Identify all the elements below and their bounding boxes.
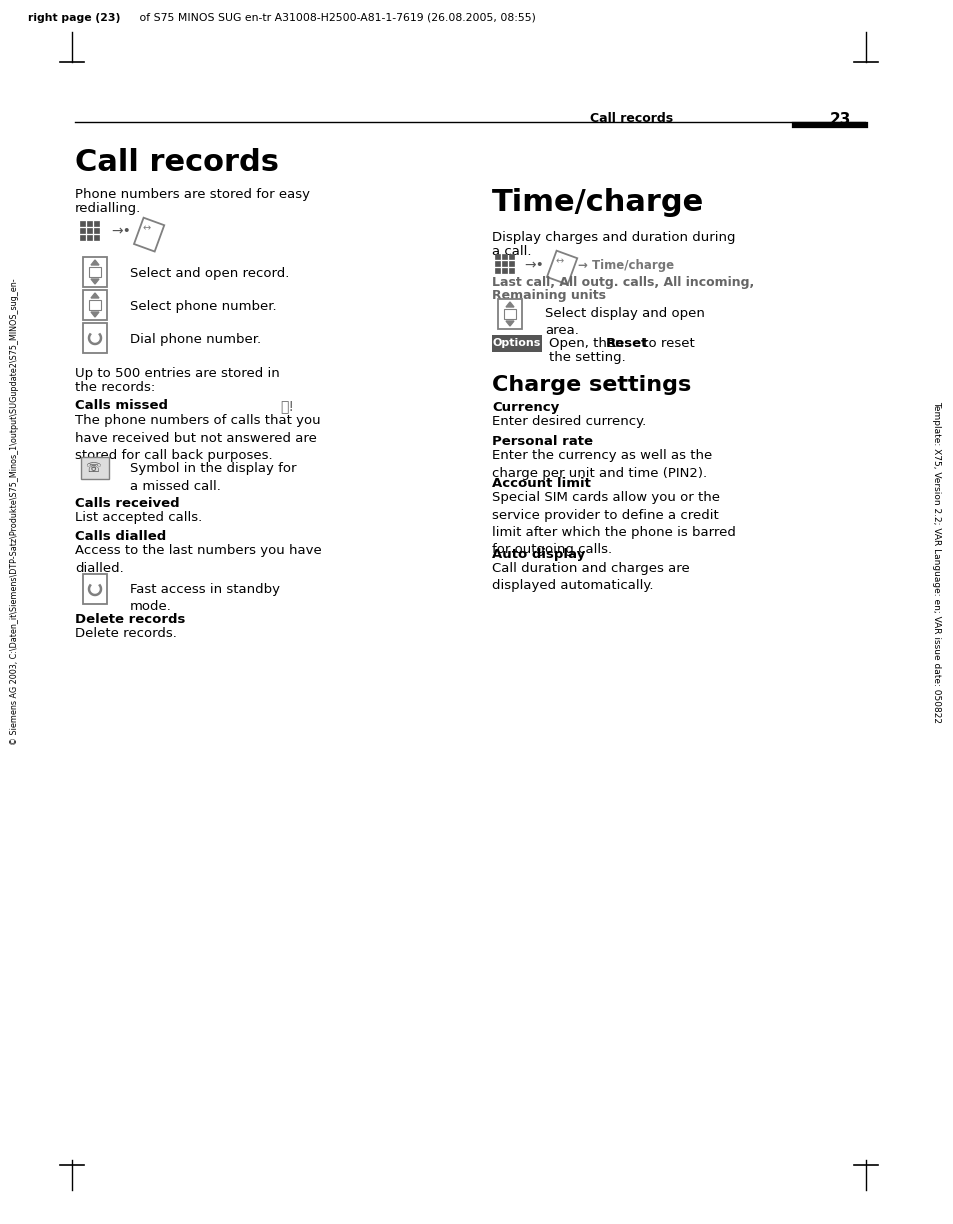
Text: Fast access in standby
mode.: Fast access in standby mode. bbox=[130, 583, 280, 613]
Polygon shape bbox=[91, 259, 99, 266]
Text: Access to the last numbers you have
dialled.: Access to the last numbers you have dial… bbox=[75, 543, 321, 574]
Text: a call.: a call. bbox=[492, 245, 531, 258]
Text: Call records: Call records bbox=[589, 113, 673, 125]
Text: List accepted calls.: List accepted calls. bbox=[75, 510, 202, 524]
Bar bbox=[83, 323, 107, 353]
Text: Up to 500 entries are stored in: Up to 500 entries are stored in bbox=[75, 367, 279, 379]
Bar bbox=[80, 235, 86, 240]
Bar bbox=[80, 220, 86, 225]
Text: Account limit: Account limit bbox=[492, 477, 590, 490]
Polygon shape bbox=[505, 321, 514, 326]
Bar bbox=[83, 574, 107, 603]
Text: ⧆!: ⧆! bbox=[280, 399, 294, 412]
Text: Open, then: Open, then bbox=[548, 337, 627, 350]
Polygon shape bbox=[505, 302, 514, 307]
Bar bbox=[546, 251, 577, 284]
Text: © Siemens AG 2003, C:\Daten_it\Siemens\DTP-Satz\Produkte\S75_Minos_1\output\SUGu: © Siemens AG 2003, C:\Daten_it\Siemens\D… bbox=[10, 279, 19, 745]
Bar bbox=[503, 308, 516, 319]
Text: Special SIM cards allow you or the
service provider to define a credit
limit aft: Special SIM cards allow you or the servi… bbox=[492, 491, 735, 557]
Bar bbox=[495, 253, 500, 258]
Bar bbox=[89, 267, 101, 278]
Text: Reset: Reset bbox=[605, 337, 648, 350]
Text: Dial phone number.: Dial phone number. bbox=[130, 333, 261, 346]
Bar bbox=[94, 228, 99, 233]
Text: → Time/charge: → Time/charge bbox=[578, 259, 674, 272]
Bar bbox=[509, 253, 514, 258]
Text: Phone numbers are stored for easy: Phone numbers are stored for easy bbox=[75, 188, 310, 201]
Text: Calls missed: Calls missed bbox=[75, 399, 168, 412]
Text: 23: 23 bbox=[829, 113, 850, 127]
Text: right page (23): right page (23) bbox=[28, 13, 120, 23]
Text: Currency: Currency bbox=[492, 401, 558, 414]
Text: Last call, All outg. calls, All incoming,: Last call, All outg. calls, All incoming… bbox=[492, 275, 754, 289]
Text: Select display and open
area.: Select display and open area. bbox=[544, 307, 704, 338]
Text: Remaining units: Remaining units bbox=[492, 289, 605, 302]
Text: Select phone number.: Select phone number. bbox=[130, 300, 276, 313]
Polygon shape bbox=[91, 293, 99, 297]
Text: Auto display: Auto display bbox=[492, 548, 584, 561]
Text: Call duration and charges are
displayed automatically.: Call duration and charges are displayed … bbox=[492, 562, 689, 592]
Text: to reset: to reset bbox=[639, 337, 694, 350]
Text: Enter the currency as well as the
charge per unit and time (PIN2).: Enter the currency as well as the charge… bbox=[492, 449, 712, 480]
Text: Delete records: Delete records bbox=[75, 613, 185, 625]
Text: ↔: ↔ bbox=[143, 223, 151, 233]
Bar bbox=[89, 300, 101, 310]
Text: →•: →• bbox=[523, 258, 543, 272]
Bar bbox=[88, 235, 92, 240]
Bar bbox=[502, 253, 507, 258]
Text: Display charges and duration during: Display charges and duration during bbox=[492, 231, 735, 244]
Bar bbox=[495, 268, 500, 273]
Polygon shape bbox=[91, 279, 99, 284]
Text: ↔: ↔ bbox=[556, 256, 563, 266]
Text: Calls dialled: Calls dialled bbox=[75, 530, 166, 543]
Bar bbox=[497, 299, 521, 329]
Bar bbox=[83, 257, 107, 286]
Bar bbox=[88, 228, 92, 233]
Text: The phone numbers of calls that you
have received but not answered are
stored fo: The phone numbers of calls that you have… bbox=[75, 414, 320, 461]
Bar bbox=[80, 228, 86, 233]
Bar bbox=[502, 261, 507, 266]
Text: Calls received: Calls received bbox=[75, 497, 179, 510]
Text: ☏: ☏ bbox=[85, 461, 101, 475]
Text: Call records: Call records bbox=[75, 148, 278, 177]
Text: Personal rate: Personal rate bbox=[492, 435, 593, 448]
Text: Delete records.: Delete records. bbox=[75, 627, 176, 640]
Bar bbox=[509, 268, 514, 273]
Text: Time/charge: Time/charge bbox=[492, 188, 703, 217]
Polygon shape bbox=[91, 312, 99, 317]
Text: the setting.: the setting. bbox=[548, 351, 625, 364]
Bar bbox=[88, 220, 92, 225]
Text: redialling.: redialling. bbox=[75, 202, 141, 215]
Bar bbox=[502, 268, 507, 273]
Text: of S75 MINOS SUG en-tr A31008-H2500-A81-1-7619 (26.08.2005, 08:55): of S75 MINOS SUG en-tr A31008-H2500-A81-… bbox=[136, 13, 536, 23]
Bar bbox=[133, 218, 164, 251]
Text: Charge settings: Charge settings bbox=[492, 375, 691, 395]
Bar bbox=[492, 334, 541, 351]
Bar bbox=[94, 220, 99, 225]
Bar bbox=[81, 457, 109, 479]
Bar bbox=[509, 261, 514, 266]
Bar bbox=[495, 261, 500, 266]
Text: Enter desired currency.: Enter desired currency. bbox=[492, 415, 645, 428]
Text: the records:: the records: bbox=[75, 381, 155, 394]
Text: Options: Options bbox=[493, 338, 540, 348]
Text: Template: X75, Version 2.2; VAR Language: en; VAR issue date: 050822: Template: X75, Version 2.2; VAR Language… bbox=[931, 401, 941, 723]
Text: Select and open record.: Select and open record. bbox=[130, 267, 289, 280]
Text: →•: →• bbox=[111, 224, 131, 237]
Bar bbox=[94, 235, 99, 240]
Bar bbox=[83, 290, 107, 319]
Text: Symbol in the display for
a missed call.: Symbol in the display for a missed call. bbox=[130, 461, 296, 492]
